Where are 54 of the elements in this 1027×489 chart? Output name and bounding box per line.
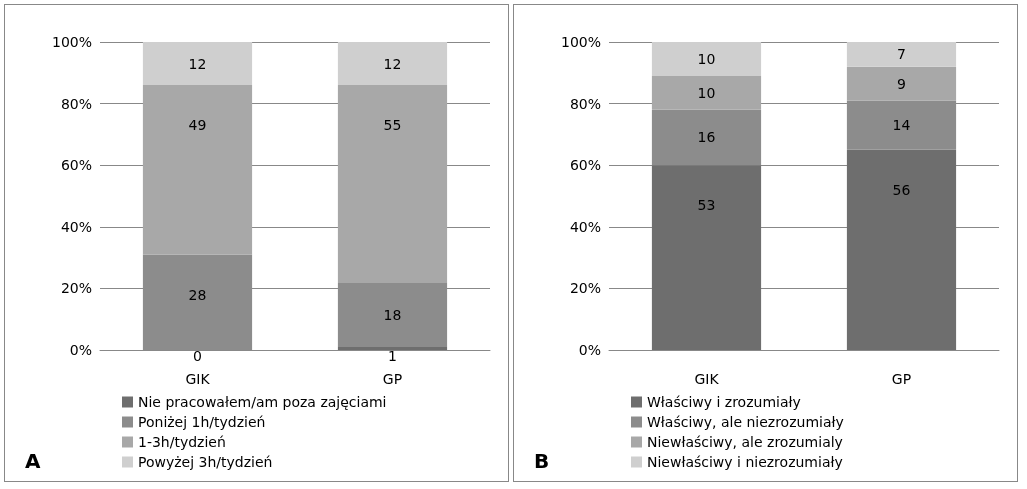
y-tick-label: 60%: [569, 157, 601, 174]
y-tick-label: 80%: [569, 95, 601, 112]
legend-label: 1-3h/tydzień: [138, 434, 226, 450]
text: B: [534, 449, 550, 473]
legend-label: Nie pracowałem/am poza zajęciami: [138, 394, 387, 410]
x-tick-label: GIK: [185, 371, 211, 387]
y-tick-label: 0%: [69, 342, 92, 358]
y-tick-label: 80%: [60, 95, 92, 112]
x-tick-label: GIK: [694, 371, 720, 387]
annotation: 0: [193, 348, 202, 364]
bar: [651, 42, 762, 76]
annotation: 12: [188, 55, 207, 72]
annotation: 18: [383, 306, 402, 323]
x-tick-label: GP: [382, 371, 403, 387]
annotation: 28: [188, 286, 207, 303]
bar: [846, 149, 957, 350]
annotation: 10: [697, 50, 716, 67]
annotation: 10: [697, 84, 716, 101]
y-tick-label: 60%: [60, 157, 92, 174]
bar: [651, 165, 762, 350]
bar: [651, 109, 762, 166]
bar: [337, 346, 448, 350]
y-tick-label: 100%: [51, 34, 92, 50]
bar: [142, 85, 253, 255]
legend-label: Właściwy i zrozumiały: [647, 394, 801, 410]
legend-label: Poniżej 1h/tydzień: [138, 414, 266, 430]
y-tick-label: 0%: [578, 342, 601, 358]
y-tick-label: 20%: [60, 280, 92, 297]
annotation: 55: [383, 117, 402, 134]
legend-label: Niewłaściwy, ale zrozumialy: [647, 434, 843, 450]
legend-label: Powyżej 3h/tydzień: [138, 454, 273, 470]
annotation: 12: [383, 55, 402, 72]
legend-label: Niewłaściwy i niezrozumiały: [647, 454, 843, 470]
annotation: 56: [892, 181, 911, 198]
annotation: 16: [697, 129, 716, 146]
legend-label: Właściwy, ale niezrozumiały: [647, 414, 844, 430]
x-tick-label: GP: [891, 371, 912, 387]
bar: [846, 66, 957, 101]
y-tick-label: 40%: [569, 218, 601, 235]
bar: [846, 42, 957, 67]
annotation: 49: [188, 117, 207, 134]
y-tick-label: 20%: [569, 280, 601, 297]
annotation: 7: [897, 46, 906, 63]
annotation: 1: [388, 347, 397, 364]
bar: [337, 42, 448, 86]
annotation: 14: [892, 117, 911, 134]
text: A: [25, 449, 41, 473]
bar: [142, 42, 253, 86]
annotation: 53: [697, 197, 716, 214]
bar: [651, 75, 762, 110]
bar: [337, 85, 448, 283]
y-tick-label: 40%: [60, 218, 92, 235]
annotation: 9: [897, 75, 906, 92]
y-tick-label: 100%: [560, 34, 601, 50]
